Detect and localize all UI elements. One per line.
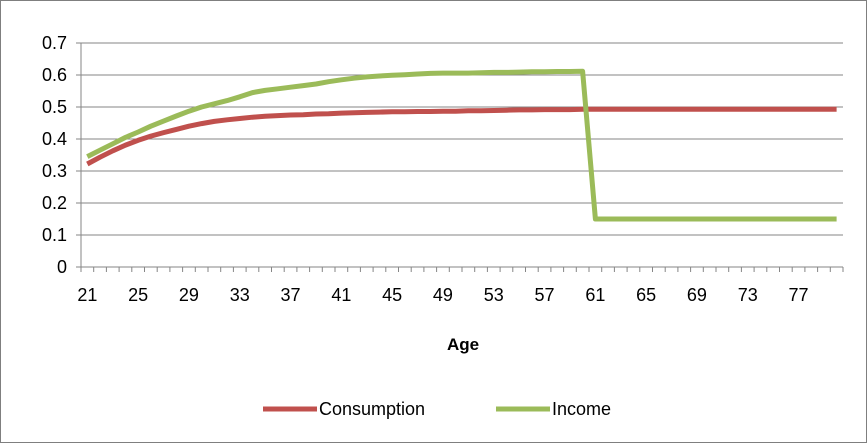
- legend: Consumption Income: [263, 399, 611, 419]
- y-tick-label: 0.2: [42, 193, 67, 213]
- x-tick-label: 25: [128, 285, 148, 305]
- series-line-income: [86, 68, 837, 222]
- y-tick-label: 0: [57, 257, 67, 277]
- x-tick-label: 45: [382, 285, 402, 305]
- x-tick-label: 77: [789, 285, 809, 305]
- x-tick-label: 29: [179, 285, 199, 305]
- x-tick-label: 41: [331, 285, 351, 305]
- y-tick-label: 0.1: [42, 225, 67, 245]
- y-tick-label: 0.6: [42, 65, 67, 85]
- x-tick-label: 73: [738, 285, 758, 305]
- y-tick-label: 0.4: [42, 129, 67, 149]
- x-tick-labels: 21 25 29 33 37 41 45 49 53 57 61 65 69 73 77: [77, 285, 808, 305]
- y-tick-labels: 0 0.1 0.2 0.3 0.4 0.5 0.6 0.7: [42, 33, 67, 277]
- x-tick-label: 57: [535, 285, 555, 305]
- x-tick-label: 49: [433, 285, 453, 305]
- x-tick-label: 37: [281, 285, 301, 305]
- axes: [76, 42, 844, 272]
- x-tick-label: 53: [484, 285, 504, 305]
- x-tick-label: 65: [636, 285, 656, 305]
- series-line-consumption: [86, 106, 837, 167]
- legend-label-consumption: Consumption: [319, 399, 425, 419]
- x-tick-label: 33: [230, 285, 250, 305]
- x-tick-label: 61: [585, 285, 605, 305]
- x-tick-label: 69: [687, 285, 707, 305]
- series-lines: [86, 68, 837, 222]
- x-axis-title: Age: [447, 335, 479, 354]
- y-tick-label: 0.7: [42, 33, 67, 53]
- x-tick-label: 21: [77, 285, 97, 305]
- legend-label-income: Income: [552, 399, 611, 419]
- y-tick-label: 0.3: [42, 161, 67, 181]
- y-tick-label: 0.5: [42, 97, 67, 117]
